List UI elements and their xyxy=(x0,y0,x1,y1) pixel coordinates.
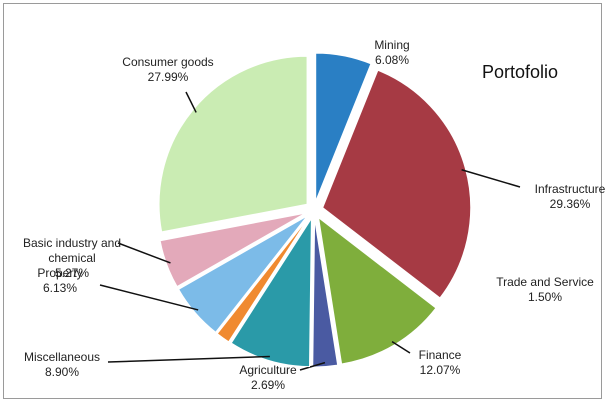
leader-line xyxy=(107,355,270,363)
leader-line xyxy=(99,284,199,311)
pie-slice xyxy=(216,217,310,343)
category-name: Infrastructure xyxy=(534,182,606,196)
category-name: Finance xyxy=(418,348,462,362)
value-label: 8.90% xyxy=(44,365,80,379)
slice-label: Agriculture 2.69% xyxy=(228,363,308,393)
leader-line xyxy=(391,340,411,354)
category-name: Basic industry and chemical xyxy=(22,236,122,265)
value-label: 1.50% xyxy=(527,290,563,304)
category-name: Trade and Service xyxy=(496,275,594,289)
category-name: Consumer goods xyxy=(122,55,214,69)
slice-label: Infrastructure 29.36% xyxy=(520,182,607,212)
value-label: 2.69% xyxy=(250,378,286,392)
pie-slice xyxy=(158,55,308,233)
value-label: 12.07% xyxy=(419,363,461,377)
pie-slice xyxy=(322,69,472,299)
leader-line xyxy=(299,361,326,371)
chart-title: Portofolio xyxy=(482,62,559,82)
leader-line xyxy=(461,169,521,188)
value-label: 5.27% xyxy=(54,266,90,280)
category-name: Miscellaneous xyxy=(23,350,101,364)
pie-slice xyxy=(315,52,372,202)
pie-slice xyxy=(230,216,312,368)
value-label: 6.13% xyxy=(42,281,78,295)
pie-slice xyxy=(159,212,306,288)
slice-label: Finance 12.07% xyxy=(400,348,480,378)
leader-line xyxy=(185,91,197,113)
slice-label: Trade and Service 1.50% xyxy=(490,275,600,305)
pie-slice xyxy=(178,215,308,333)
leader-line xyxy=(117,242,171,264)
slice-label: Mining 6.08% xyxy=(347,38,437,68)
value-label: 29.36% xyxy=(549,197,591,211)
value-label: 27.99% xyxy=(147,70,189,84)
slice-label: Basic industry and chemical 5.27% xyxy=(17,236,127,281)
category-name: Property xyxy=(37,266,83,280)
category-name: Mining xyxy=(374,38,410,52)
value-label: 6.08% xyxy=(374,53,410,67)
pie-slice xyxy=(317,216,437,365)
slice-label: Miscellaneous 8.90% xyxy=(12,350,112,380)
frame xyxy=(3,3,602,399)
category-name: Agriculture xyxy=(239,363,297,377)
slice-label: Consumer goods 27.99% xyxy=(108,55,228,85)
slice-label: Property 6.13% xyxy=(20,266,100,296)
